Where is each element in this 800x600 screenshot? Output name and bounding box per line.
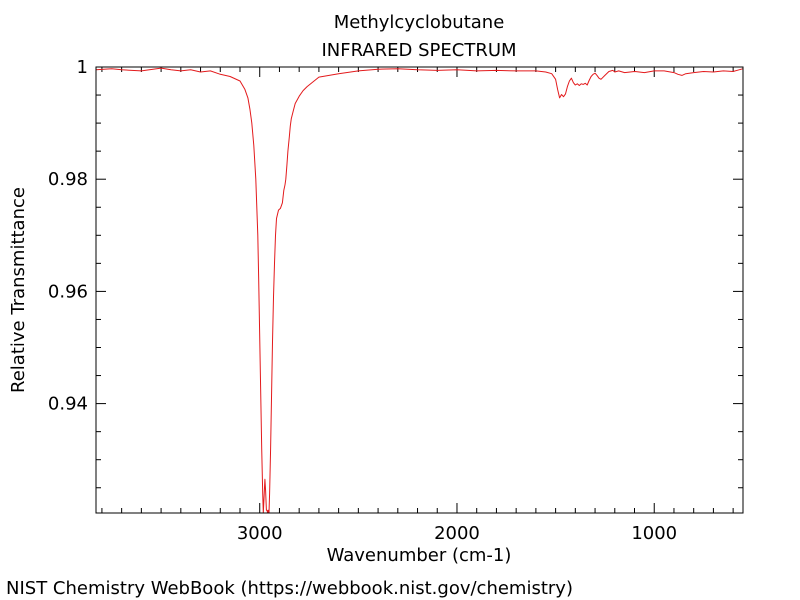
spectrum-line [95, 67, 744, 514]
source-credit: NIST Chemistry WebBook (https://webbook.… [6, 578, 573, 599]
minor-ticks [96, 67, 743, 513]
y-tick-label: 0.96 [48, 281, 88, 302]
chart-subtitle: INFRARED SPECTRUM [321, 40, 516, 61]
x-tick-label: 2000 [434, 523, 480, 544]
tick-labels: 3000 2000 1000 0.94 0.96 0.98 1 [48, 57, 677, 544]
x-axis-label: Wavenumber (cm-1) [327, 545, 512, 566]
y-tick-label: 0.98 [48, 169, 88, 190]
y-tick-label: 0.94 [48, 394, 88, 415]
major-ticks [96, 66, 743, 513]
y-tick-label: 1 [77, 57, 88, 78]
y-axis-label: Relative Transmittance [8, 187, 29, 393]
chart-title: Methylcyclobutane [334, 12, 505, 33]
x-tick-label: 3000 [237, 523, 283, 544]
plot-frame [95, 66, 744, 514]
x-tick-label: 1000 [631, 523, 677, 544]
